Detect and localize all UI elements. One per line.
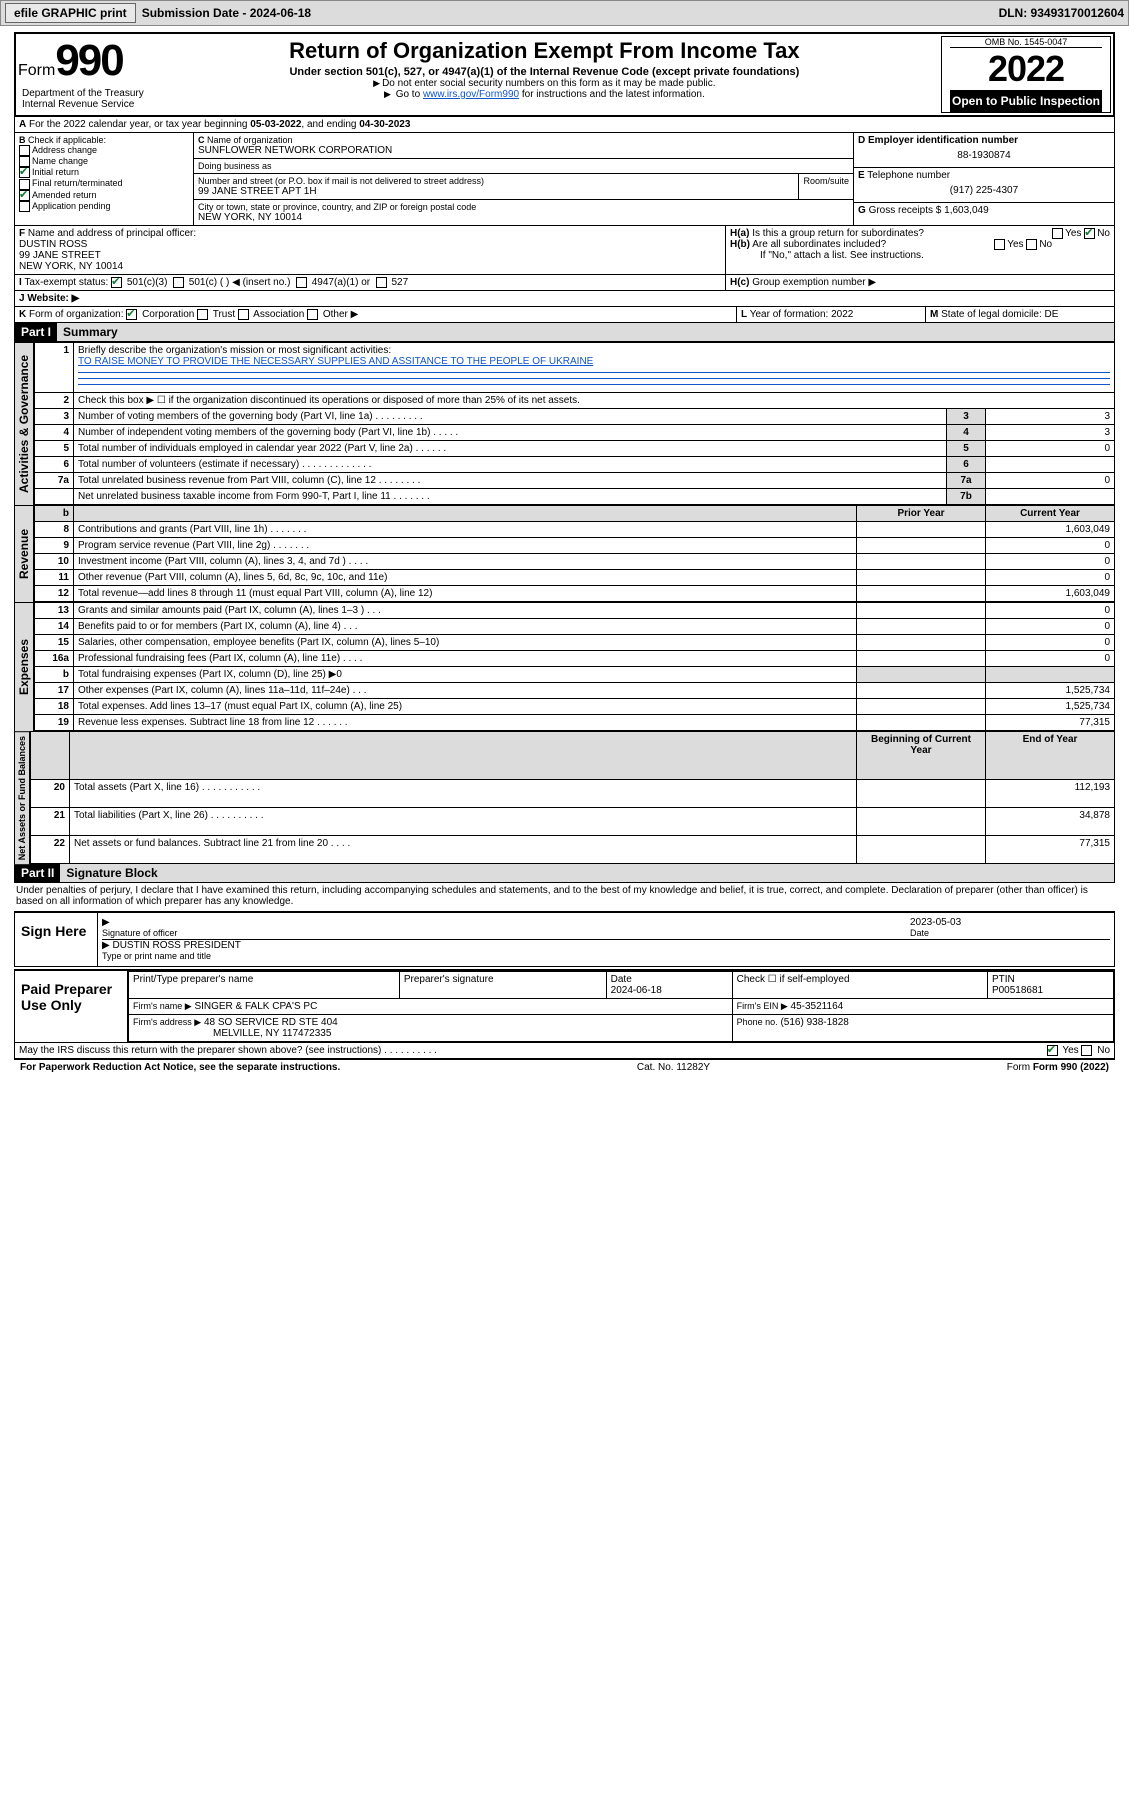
org-name: SUNFLOWER NETWORK CORPORATION	[198, 145, 849, 156]
line-a: A For the 2022 calendar year, or tax yea…	[14, 117, 1115, 133]
governance-table: 1Briefly describe the organization's mis…	[34, 342, 1115, 505]
firm-name: SINGER & FALK CPA'S PC	[194, 1001, 317, 1012]
side-expenses: Expenses	[14, 602, 34, 731]
paid-preparer-block: Paid Preparer Use Only Print/Type prepar…	[14, 969, 1115, 1043]
print-button[interactable]: efile GRAPHIC print	[5, 3, 136, 23]
gross-receipts: 1,603,049	[944, 205, 989, 216]
discuss-no[interactable]	[1081, 1045, 1092, 1056]
opt-name-change[interactable]: Name change	[32, 156, 88, 166]
website-label: Website: ▶	[27, 293, 79, 304]
section-b: B Check if applicable: Address change Na…	[15, 133, 193, 225]
privacy-note: Do not enter social security numbers on …	[156, 78, 933, 89]
officer-sig-name: DUSTIN ROSS PRESIDENT	[112, 940, 240, 951]
top-grid: B Check if applicable: Address change Na…	[14, 133, 1115, 226]
note2-post: for instructions and the latest informat…	[519, 89, 705, 100]
opt-final-return[interactable]: Final return/terminated	[32, 178, 123, 188]
department: Department of the Treasury Internal Reve…	[18, 86, 148, 112]
expenses-table: 13Grants and similar amounts paid (Part …	[34, 602, 1115, 731]
discuss-yes[interactable]	[1047, 1045, 1058, 1056]
form-header: Form 990 Department of the Treasury Inte…	[14, 32, 1115, 117]
telephone: (917) 225-4307	[858, 181, 1110, 200]
form-subtitle: Under section 501(c), 527, or 4947(a)(1)…	[156, 66, 933, 78]
side-revenue: Revenue	[14, 505, 34, 602]
page-footer: For Paperwork Reduction Act Notice, see …	[14, 1059, 1115, 1075]
ein: 88-1930874	[858, 146, 1110, 165]
revenue-table: bPrior YearCurrent Year 8Contributions a…	[34, 505, 1115, 602]
form-id: Form 990	[18, 36, 148, 86]
tax-year: 2022	[950, 48, 1102, 90]
instructions-link-line: Go to www.irs.gov/Form990 for instructio…	[156, 89, 933, 100]
side-activities: Activities & Governance	[14, 342, 34, 505]
form-title: Return of Organization Exempt From Incom…	[156, 38, 933, 64]
public-inspection: Open to Public Inspection	[950, 90, 1102, 112]
dba-label: Doing business as	[198, 161, 849, 171]
form-number: 990	[55, 36, 122, 86]
opt-initial-return[interactable]: Initial return	[32, 167, 79, 177]
sign-here-block: Sign Here ▶Signature of officer2023-05-0…	[14, 911, 1115, 967]
opt-application-pending[interactable]: Application pending	[32, 201, 111, 211]
discuss-row: May the IRS discuss this return with the…	[14, 1043, 1115, 1059]
netassets-table: Beginning of Current YearEnd of Year 20T…	[30, 731, 1115, 864]
mission-text: TO RAISE MONEY TO PROVIDE THE NECESSARY …	[78, 356, 593, 367]
opt-amended-return[interactable]: Amended return	[32, 190, 97, 200]
city: NEW YORK, NY 10014	[198, 212, 849, 223]
toolbar: efile GRAPHIC print Submission Date - 20…	[0, 0, 1129, 26]
sign-here-label: Sign Here	[15, 913, 98, 966]
omb-number: OMB No. 1545-0047	[950, 37, 1102, 48]
perjury-statement: Under penalties of perjury, I declare th…	[14, 883, 1115, 909]
form-word: Form	[18, 62, 55, 80]
room-suite: Room/suite	[798, 174, 853, 199]
paid-preparer-label: Paid Preparer Use Only	[15, 971, 128, 1042]
year-box: OMB No. 1545-0047 2022 Open to Public In…	[941, 36, 1111, 113]
note2-pre: Go to	[396, 89, 423, 100]
part1-bar: Part I	[15, 323, 57, 341]
part2-bar: Part II	[15, 864, 60, 882]
irs-link[interactable]: www.irs.gov/Form990	[423, 89, 519, 100]
officer-name: DUSTIN ROSS	[19, 239, 87, 250]
side-netassets: Net Assets or Fund Balances	[14, 731, 30, 864]
submission-date: Submission Date - 2024-06-18	[142, 6, 311, 20]
opt-address-change[interactable]: Address change	[32, 145, 97, 155]
street: 99 JANE STREET APT 1H	[198, 186, 794, 197]
dln: DLN: 93493170012604	[999, 6, 1124, 20]
